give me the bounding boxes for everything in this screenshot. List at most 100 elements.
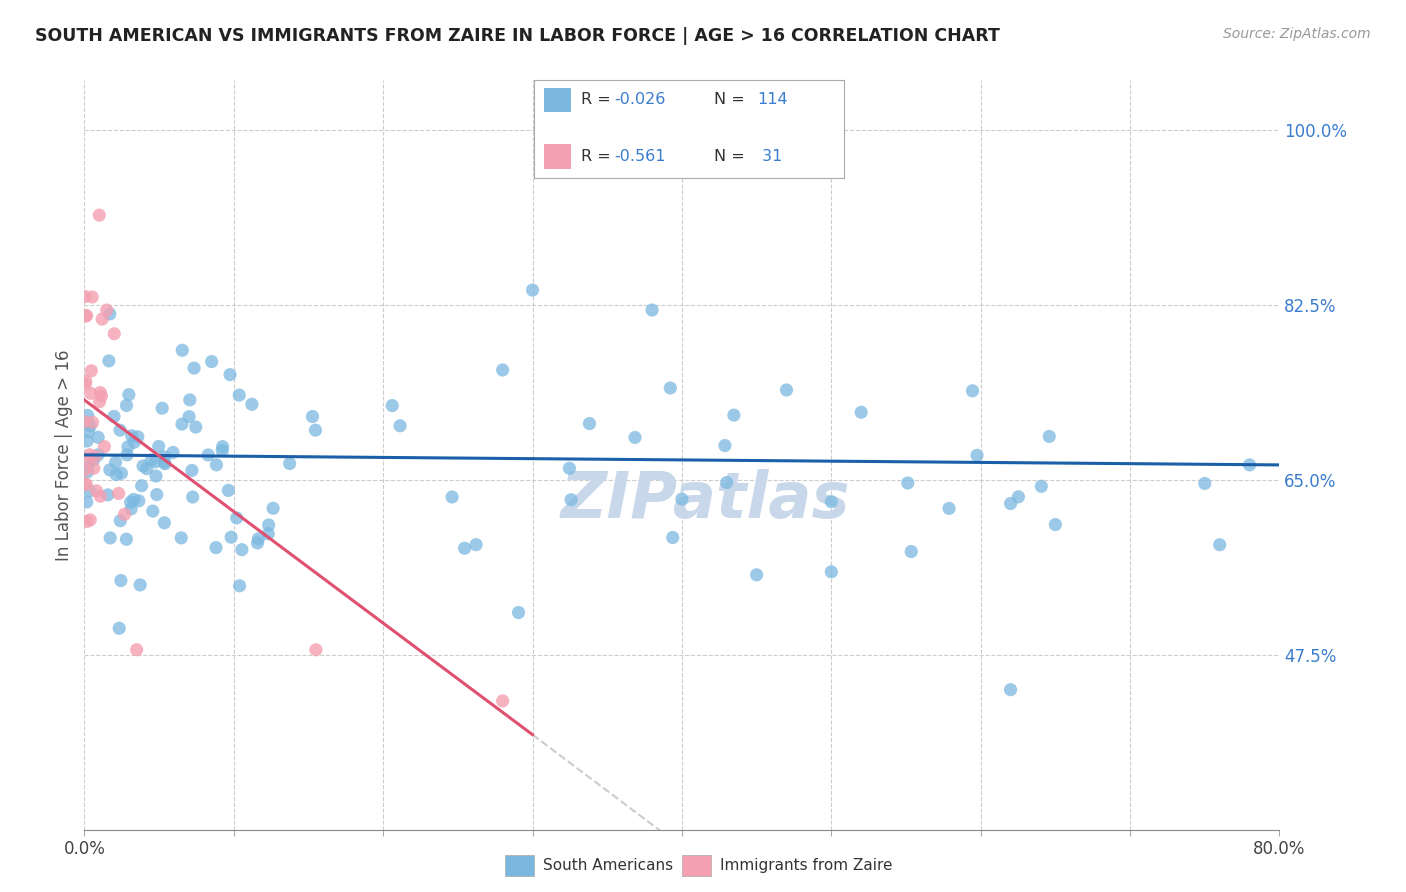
Point bbox=[257, 526, 280, 541]
Point bbox=[897, 475, 920, 490]
Text: 31: 31 bbox=[756, 149, 782, 164]
Point bbox=[145, 469, 167, 483]
Point bbox=[75, 377, 97, 392]
Point bbox=[90, 389, 112, 403]
Point bbox=[205, 541, 228, 555]
Point bbox=[115, 533, 138, 547]
Point bbox=[453, 541, 475, 556]
Point bbox=[966, 448, 988, 462]
Point bbox=[105, 467, 128, 482]
Point bbox=[145, 487, 167, 501]
Point bbox=[108, 423, 131, 437]
Point bbox=[257, 518, 280, 533]
Point bbox=[73, 415, 96, 429]
Point bbox=[84, 450, 107, 464]
Point bbox=[179, 409, 201, 424]
Point bbox=[79, 448, 101, 462]
Point bbox=[89, 489, 111, 503]
Point bbox=[231, 542, 253, 557]
Point bbox=[118, 387, 141, 401]
Point bbox=[89, 385, 111, 400]
Point bbox=[671, 491, 693, 506]
Point bbox=[82, 290, 104, 304]
Point bbox=[79, 513, 101, 527]
Point bbox=[225, 511, 247, 525]
Point bbox=[86, 483, 108, 498]
Point bbox=[77, 425, 100, 439]
Point bbox=[83, 452, 105, 467]
Point bbox=[122, 492, 145, 507]
Point bbox=[129, 578, 152, 592]
Point bbox=[98, 307, 121, 321]
Point bbox=[492, 694, 515, 708]
Point bbox=[75, 477, 97, 491]
Text: R =: R = bbox=[581, 93, 610, 107]
Point bbox=[153, 450, 176, 464]
Point bbox=[820, 565, 842, 579]
Text: -0.561: -0.561 bbox=[614, 149, 666, 164]
Point bbox=[76, 495, 98, 509]
FancyBboxPatch shape bbox=[544, 87, 571, 112]
Point bbox=[153, 457, 176, 471]
Point bbox=[716, 475, 738, 490]
Point bbox=[492, 363, 515, 377]
Point bbox=[142, 504, 165, 518]
Point bbox=[115, 399, 138, 413]
Point bbox=[93, 440, 115, 454]
Point bbox=[219, 368, 242, 382]
Point bbox=[79, 419, 101, 434]
Point bbox=[120, 501, 142, 516]
Point bbox=[114, 508, 136, 522]
Point bbox=[247, 532, 270, 546]
Point bbox=[560, 492, 582, 507]
Point bbox=[219, 530, 242, 544]
Point bbox=[76, 434, 98, 448]
Point bbox=[170, 531, 193, 545]
Point bbox=[96, 303, 118, 318]
Point bbox=[1000, 497, 1022, 511]
Point bbox=[381, 399, 404, 413]
Point bbox=[179, 392, 201, 407]
Point bbox=[201, 354, 224, 368]
Point bbox=[80, 386, 103, 401]
Point bbox=[938, 501, 960, 516]
Point bbox=[900, 544, 922, 558]
Point bbox=[962, 384, 984, 398]
Point bbox=[143, 455, 166, 469]
Point bbox=[76, 409, 98, 423]
Point bbox=[262, 501, 284, 516]
Text: ZIPatlas: ZIPatlas bbox=[561, 469, 851, 531]
Point bbox=[76, 465, 98, 479]
Text: South Americans: South Americans bbox=[543, 858, 673, 872]
Text: Source: ZipAtlas.com: Source: ZipAtlas.com bbox=[1223, 27, 1371, 41]
Point bbox=[172, 343, 194, 358]
Point bbox=[110, 574, 132, 588]
Point bbox=[107, 486, 129, 500]
Point bbox=[659, 381, 682, 395]
Point bbox=[135, 461, 157, 475]
Point bbox=[150, 401, 173, 416]
Point bbox=[1000, 682, 1022, 697]
Text: SOUTH AMERICAN VS IMMIGRANTS FROM ZAIRE IN LABOR FORCE | AGE > 16 CORRELATION CH: SOUTH AMERICAN VS IMMIGRANTS FROM ZAIRE … bbox=[35, 27, 1000, 45]
Point bbox=[820, 494, 842, 508]
Point bbox=[79, 484, 101, 499]
Point bbox=[1239, 458, 1261, 472]
Point bbox=[624, 430, 647, 444]
Point bbox=[75, 309, 97, 323]
Point bbox=[745, 567, 768, 582]
Bar bbox=[682, 855, 711, 876]
Point bbox=[305, 642, 328, 657]
Point bbox=[301, 409, 323, 424]
Point bbox=[75, 463, 97, 477]
Text: R =: R = bbox=[581, 149, 610, 164]
Point bbox=[132, 458, 155, 473]
Text: N =: N = bbox=[714, 93, 744, 107]
Point bbox=[121, 429, 143, 443]
Point bbox=[73, 476, 96, 491]
Point bbox=[128, 494, 150, 508]
Point bbox=[97, 488, 120, 502]
Point bbox=[180, 463, 202, 477]
Point bbox=[162, 445, 184, 459]
Point bbox=[641, 303, 664, 318]
Point bbox=[117, 440, 139, 454]
